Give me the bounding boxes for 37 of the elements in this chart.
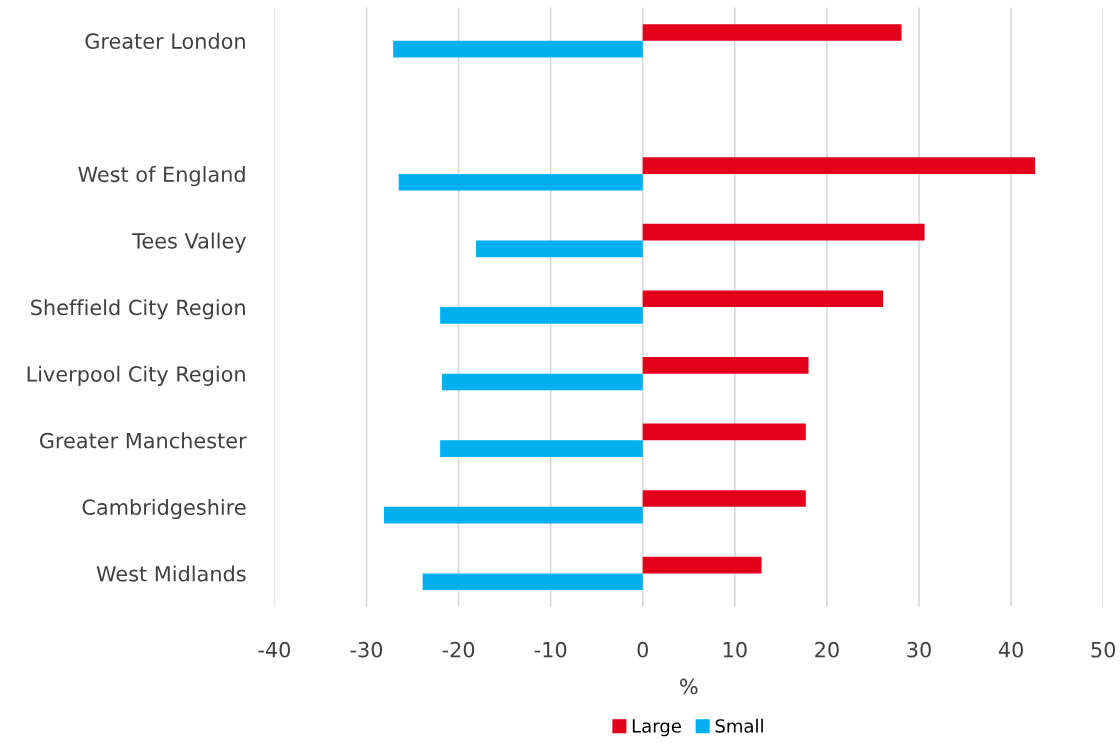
bar <box>642 157 1036 174</box>
y-tick-label: Greater Manchester <box>39 432 247 449</box>
y-tick-label: West Midlands <box>96 565 246 582</box>
y-tick-label: Tees Valley <box>132 232 246 253</box>
bar <box>440 440 643 457</box>
bar <box>442 373 643 391</box>
bar <box>642 423 806 441</box>
bar <box>476 240 643 258</box>
x-axis-title: % <box>680 678 698 695</box>
x-tick-label: -40 <box>258 641 291 658</box>
bar <box>642 490 806 507</box>
bar <box>393 40 643 58</box>
y-tick-label: Cambridgeshire <box>82 498 246 520</box>
y-tick-label: Sheffield City Region <box>31 299 245 320</box>
x-tick-label: -10 <box>534 641 567 658</box>
bar <box>398 173 643 191</box>
x-tick-label: 50 <box>1091 641 1116 658</box>
bar <box>440 307 643 324</box>
legend-label: Large <box>632 719 681 737</box>
x-tick-label: 20 <box>815 641 839 658</box>
x-tick-label: 0 <box>637 641 648 658</box>
bar <box>422 573 643 591</box>
y-tick-label: Liverpool City Region <box>27 365 245 386</box>
x-tick-label: 10 <box>723 641 747 658</box>
bar <box>642 24 902 41</box>
bar <box>642 223 925 241</box>
x-tick-label: -20 <box>442 641 475 658</box>
bar <box>642 357 809 374</box>
x-tick-label: 40 <box>998 641 1023 658</box>
x-tick-label: 30 <box>907 641 931 658</box>
y-tick-label: West of England <box>78 166 245 187</box>
bar <box>642 290 884 308</box>
bar <box>383 506 643 524</box>
bar <box>642 556 762 574</box>
x-tick-label: -30 <box>350 641 383 658</box>
y-tick-label: Greater London <box>85 32 245 49</box>
legend-label: Small <box>715 718 763 733</box>
